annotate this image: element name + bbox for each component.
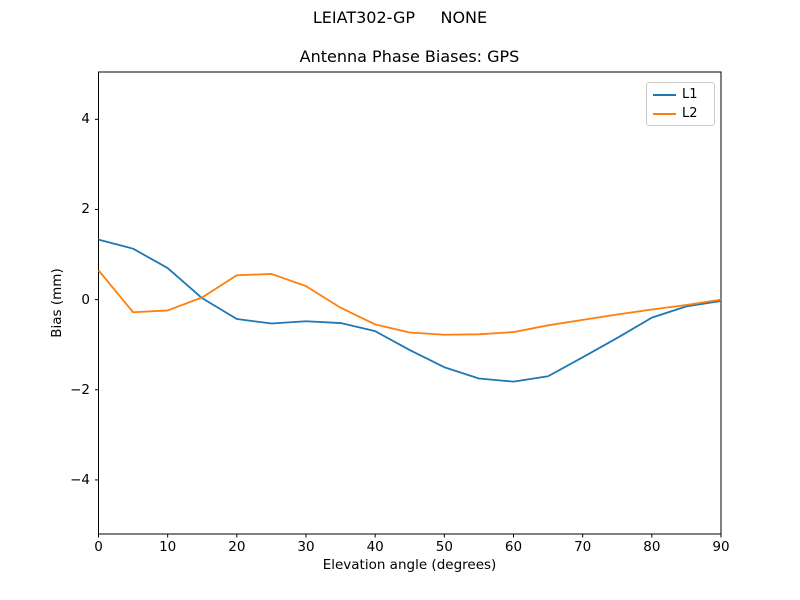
x-tick-label: 40: [366, 539, 384, 555]
y-tick-label: 2: [81, 201, 90, 218]
legend-entry-L2: L2: [653, 106, 708, 121]
series-line-L1: [98, 238, 722, 383]
legend-label: L1: [682, 87, 698, 102]
legend-label: L2: [682, 106, 698, 121]
x-tick-label: 60: [504, 539, 523, 555]
x-axis-label: Elevation angle (degrees): [322, 557, 497, 573]
y-tick-label: −4: [70, 471, 90, 488]
legend-entry-L1: L1: [653, 87, 708, 102]
y-tick-label: 0: [81, 291, 90, 308]
x-tick-label: 70: [574, 539, 592, 555]
tick-marks: [95, 118, 722, 538]
x-tick-label: 10: [159, 539, 177, 555]
y-tick-label: −2: [70, 381, 90, 398]
chart-title: Antenna Phase Biases: GPS: [299, 47, 520, 66]
x-tick-label: 80: [643, 539, 661, 555]
x-tick-label: 50: [435, 539, 453, 555]
figure-suptitle: LEIAT302-GP NONE: [312, 8, 488, 27]
legend-line-swatch: [653, 112, 676, 115]
series-lines: [97, 238, 722, 383]
x-tick-label: 20: [228, 539, 246, 555]
legend-line-swatch: [653, 93, 676, 96]
x-tick-label: 30: [297, 539, 315, 555]
x-tick-label: 0: [94, 539, 103, 555]
axes-frame: [98, 71, 722, 535]
series-line-L2: [97, 269, 722, 336]
legend: L1 L2: [646, 82, 715, 126]
x-tick-label: 90: [712, 539, 730, 555]
y-tick-label: 4: [81, 111, 90, 128]
